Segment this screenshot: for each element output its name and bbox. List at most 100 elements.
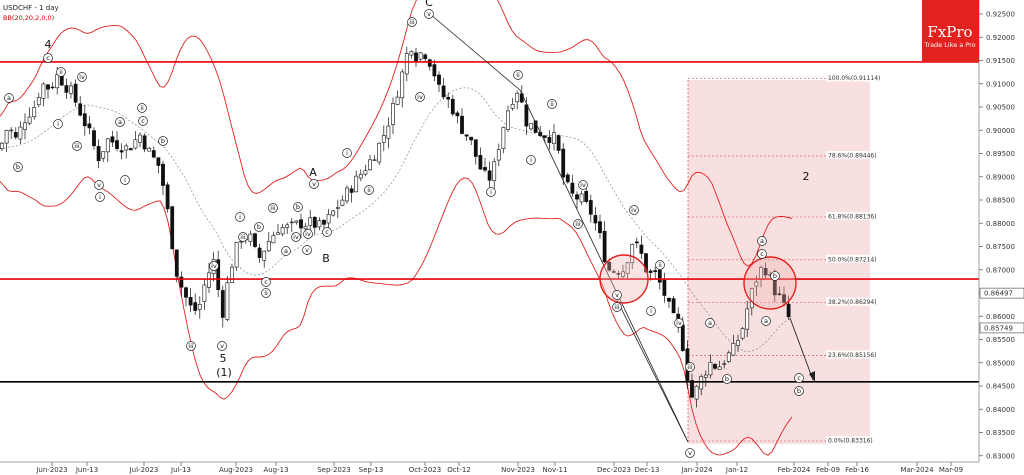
candle-bear: [59, 75, 64, 86]
wave-label-i: i: [239, 213, 241, 221]
candle-bull: [529, 123, 533, 130]
wave-label-b: b: [725, 375, 729, 383]
projection-arrow-head: [809, 371, 815, 382]
price-tick-label: 0.87000: [986, 266, 1015, 274]
wave-label-a: a: [708, 319, 712, 327]
wave-label-v: v: [688, 449, 692, 457]
candle-bear: [473, 139, 478, 157]
fib-level-label: 78.6%(0.89446): [828, 153, 877, 160]
wave-label-b: b: [797, 387, 801, 395]
wave-label-ii: ii: [264, 289, 268, 297]
time-tick-label: Feb-2024: [778, 466, 811, 474]
candle-bear: [478, 155, 483, 170]
candle-bear: [170, 206, 175, 250]
candle-bear: [464, 134, 469, 137]
candle-bull: [41, 83, 46, 99]
candle-bull: [207, 272, 211, 288]
time-ticks: Jun-2023 Jun-13 Jul-2023 Jul-13 Aug-2023 Aug-…: [35, 462, 963, 474]
candle-bull: [326, 214, 331, 224]
wave-label-a: a: [7, 94, 11, 102]
candle-bear: [299, 219, 303, 229]
candle-bull: [345, 187, 349, 202]
price-tick-label: 0.90000: [986, 127, 1015, 135]
candle-bear: [570, 182, 575, 194]
candle-bear: [519, 93, 524, 103]
wave-label-i: i: [346, 149, 348, 157]
candle-bear: [50, 86, 55, 89]
time-tick-label: Aug-2023: [219, 466, 253, 474]
price-tick-label: 0.83000: [986, 452, 1015, 460]
candle-bull: [722, 363, 727, 365]
fibonacci-zone: 100.0%(0.91114) 78.6%(0.89446) 61.8%(0.881…: [687, 73, 880, 445]
wave-label-c: c: [264, 278, 268, 286]
price-tick-label: 0.91000: [986, 80, 1015, 88]
wave-label-v: v: [615, 291, 619, 299]
candle-bear: [786, 303, 791, 318]
fib-label-bg: [826, 73, 872, 82]
wave-label-circle: [794, 373, 804, 383]
candle-bull: [386, 125, 391, 139]
price-tick-label: 0.87500: [986, 243, 1015, 251]
price-tick-label: 0.85000: [986, 359, 1015, 367]
price-label-box: [979, 287, 1024, 299]
price-tick-label: 0.92500: [986, 11, 1015, 19]
candle-bull: [23, 122, 27, 130]
wave-label-circle: [705, 318, 715, 328]
time-tick-label: Dec-2023: [597, 466, 631, 474]
price-label-box: [979, 322, 1024, 334]
price-tick-label: 0.86000: [986, 313, 1015, 321]
wave-label-circle: [646, 306, 656, 316]
candle-bull: [418, 52, 423, 60]
candle-bear: [575, 194, 579, 200]
wave-label-iii: iii: [188, 342, 194, 350]
wave-label-circle: [95, 192, 105, 202]
candle-bear: [156, 157, 161, 166]
candle-bear: [437, 74, 441, 85]
wave-label-c: c: [760, 250, 764, 258]
candle-bear: [671, 298, 676, 314]
wave-label-iii: iii: [409, 18, 415, 26]
wave-label-i: i: [530, 156, 532, 164]
fib-level-label: 23.6%(0.85156): [828, 352, 877, 359]
candle-bull: [4, 130, 9, 144]
candle-bear: [713, 364, 717, 369]
candle-bear: [469, 136, 474, 141]
wave-label-circle: [342, 148, 352, 158]
candle-bull: [699, 376, 704, 390]
wave-label-ii: ii: [140, 104, 144, 112]
wave-label-v: v: [312, 180, 316, 188]
candle-bull: [197, 304, 202, 310]
wave-label-circle: [281, 246, 291, 256]
candle-bull: [749, 288, 754, 309]
wave-label-circle: [612, 290, 622, 300]
wave-label-circle: [407, 17, 417, 27]
candle-bear: [179, 276, 184, 288]
time-tick-label: Aug-13: [263, 466, 288, 474]
candle-bull: [335, 207, 340, 209]
wave-label-iii: iii: [240, 233, 246, 241]
candle-bear: [349, 188, 354, 193]
wave-label-circle: [138, 116, 148, 126]
candle-bull: [506, 110, 510, 130]
candle-bull: [501, 127, 506, 149]
candle-bear: [110, 136, 115, 143]
wave-degree-label: (1): [216, 366, 232, 379]
candle-bear: [690, 380, 694, 398]
symbol-label: USDCHF - 1 day: [3, 4, 59, 12]
wave-label-a: a: [764, 317, 768, 325]
wave-line-iii-iv: [616, 299, 689, 443]
candle-bear: [414, 52, 418, 62]
wave-line-c-to-v: [429, 13, 521, 91]
candle-bear: [487, 170, 492, 181]
candle-bear: [446, 96, 451, 100]
time-tick-label: Jan-12: [725, 466, 748, 474]
candle-bear: [188, 296, 193, 306]
candle-bull: [0, 142, 4, 149]
candle-bear: [13, 132, 18, 138]
wave-label-b: b: [773, 272, 777, 280]
wave-label-iv: iv: [79, 73, 85, 81]
candle-bull: [363, 170, 368, 175]
candle-bull: [492, 161, 497, 182]
wave-label-c: c: [325, 228, 329, 236]
wave-label-i: i: [650, 307, 652, 315]
